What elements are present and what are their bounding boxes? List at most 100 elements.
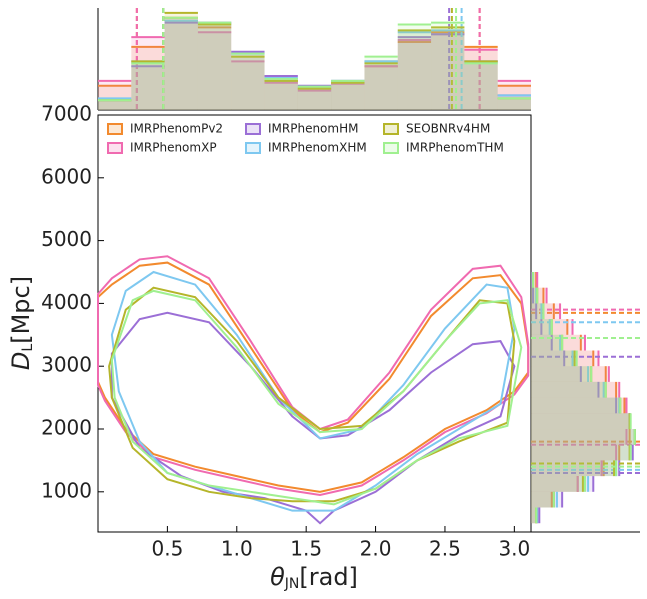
hist-bar [98, 80, 132, 110]
hist-bar [364, 66, 398, 110]
hist-bar [464, 61, 498, 110]
hist-bar [164, 12, 198, 111]
hist-bar [531, 460, 617, 477]
hist-bar [531, 397, 617, 414]
hist-bar [531, 366, 592, 382]
x-tick-label: 0.5 [151, 537, 183, 561]
x-tick-label: 1.0 [221, 537, 253, 561]
hist-bar [131, 61, 165, 110]
y-tick-label: 1000 [41, 478, 92, 502]
hist-bar [231, 53, 265, 110]
hist-bar [531, 366, 592, 382]
hist-bar [531, 476, 578, 492]
legend-swatch [383, 123, 399, 135]
hist-bar [431, 34, 465, 110]
hist-bar [531, 381, 604, 398]
hist-bar [531, 491, 554, 508]
y-axis-label: DL[Mpc] [7, 276, 36, 370]
hist-bar [331, 80, 365, 110]
hist-bar [197, 32, 232, 110]
hist-bar [531, 413, 630, 430]
hist-bar [497, 98, 531, 110]
hist-bar [431, 27, 465, 110]
hist-bar [531, 287, 538, 304]
hist-bar [531, 397, 625, 414]
x-tick-label: 1.5 [290, 537, 322, 561]
hist-bar [364, 66, 398, 110]
hist-bar [431, 22, 465, 111]
hist-bar [131, 63, 165, 110]
hist-bar [531, 429, 627, 445]
hist-bar [531, 507, 538, 524]
hist-bar [531, 287, 534, 304]
hist-bar [531, 476, 585, 492]
hist-bar [531, 460, 617, 477]
hist-bar [197, 22, 232, 111]
hist-bar [164, 22, 198, 111]
hist-bar [431, 30, 465, 110]
hist-bar [531, 491, 554, 508]
hist-bar [531, 366, 609, 382]
hist-bar [531, 272, 534, 288]
hist-bar [98, 100, 132, 110]
contour [110, 289, 523, 506]
x-tick-label: 3.0 [498, 537, 530, 561]
y-tick-label: 5000 [41, 227, 92, 251]
hist-bar [531, 397, 621, 414]
hist-bar [531, 429, 635, 445]
y-tick-label: 3000 [41, 353, 92, 377]
hist-bar [531, 366, 581, 382]
hist-bar [531, 491, 554, 508]
hist-bar [531, 366, 606, 382]
hist-bar [531, 381, 606, 398]
legend-swatch [245, 123, 261, 135]
hist-bar [531, 303, 544, 320]
hist-bar [364, 56, 398, 110]
hist-bar [531, 381, 617, 398]
hist-bar [231, 51, 265, 110]
hist-bar [131, 61, 165, 110]
hist-bar [531, 444, 620, 461]
hist-bar [531, 413, 630, 430]
hist-bar [531, 491, 552, 508]
legend-label: IMRPhenomHM [268, 122, 358, 136]
hist-bar [397, 37, 432, 111]
hist-bar [197, 27, 232, 110]
hist-bar [531, 287, 537, 304]
hist-bar [98, 98, 132, 110]
hist-bar [164, 17, 198, 110]
x-tick-label: 2.0 [360, 537, 392, 561]
legend-label: IMRPhenomXP [130, 141, 217, 155]
hist-bar [231, 56, 265, 110]
y-tick-label: 7000 [41, 102, 92, 126]
hist-bar [164, 20, 198, 110]
hist-bar [531, 350, 577, 367]
hist-bar [531, 334, 563, 351]
hist-bar [531, 303, 537, 320]
hist-bar [431, 34, 465, 110]
hist-bar [397, 42, 432, 110]
hist-bar [164, 20, 198, 110]
hist-bar [531, 319, 552, 335]
legend-label: SEOBNRv4HM [406, 122, 490, 136]
hist-bar [197, 22, 232, 111]
hist-bar [397, 40, 432, 110]
hist-bar [264, 80, 298, 110]
hist-bar [397, 30, 432, 110]
contour [97, 255, 530, 496]
hist-bar [531, 429, 635, 445]
contour [108, 286, 516, 503]
legend-swatch [107, 142, 123, 154]
hist-bar [331, 80, 365, 110]
hist-bar [464, 61, 498, 110]
hist-bar [264, 80, 298, 110]
hist-bar [197, 24, 232, 111]
hist-bar [531, 413, 631, 430]
hist-bar [531, 366, 589, 382]
hist-bar [531, 429, 635, 445]
hist-bar [331, 80, 365, 110]
hist-bar [197, 24, 232, 111]
hist-bar [531, 381, 599, 398]
x-tick-label: 2.5 [429, 537, 461, 561]
